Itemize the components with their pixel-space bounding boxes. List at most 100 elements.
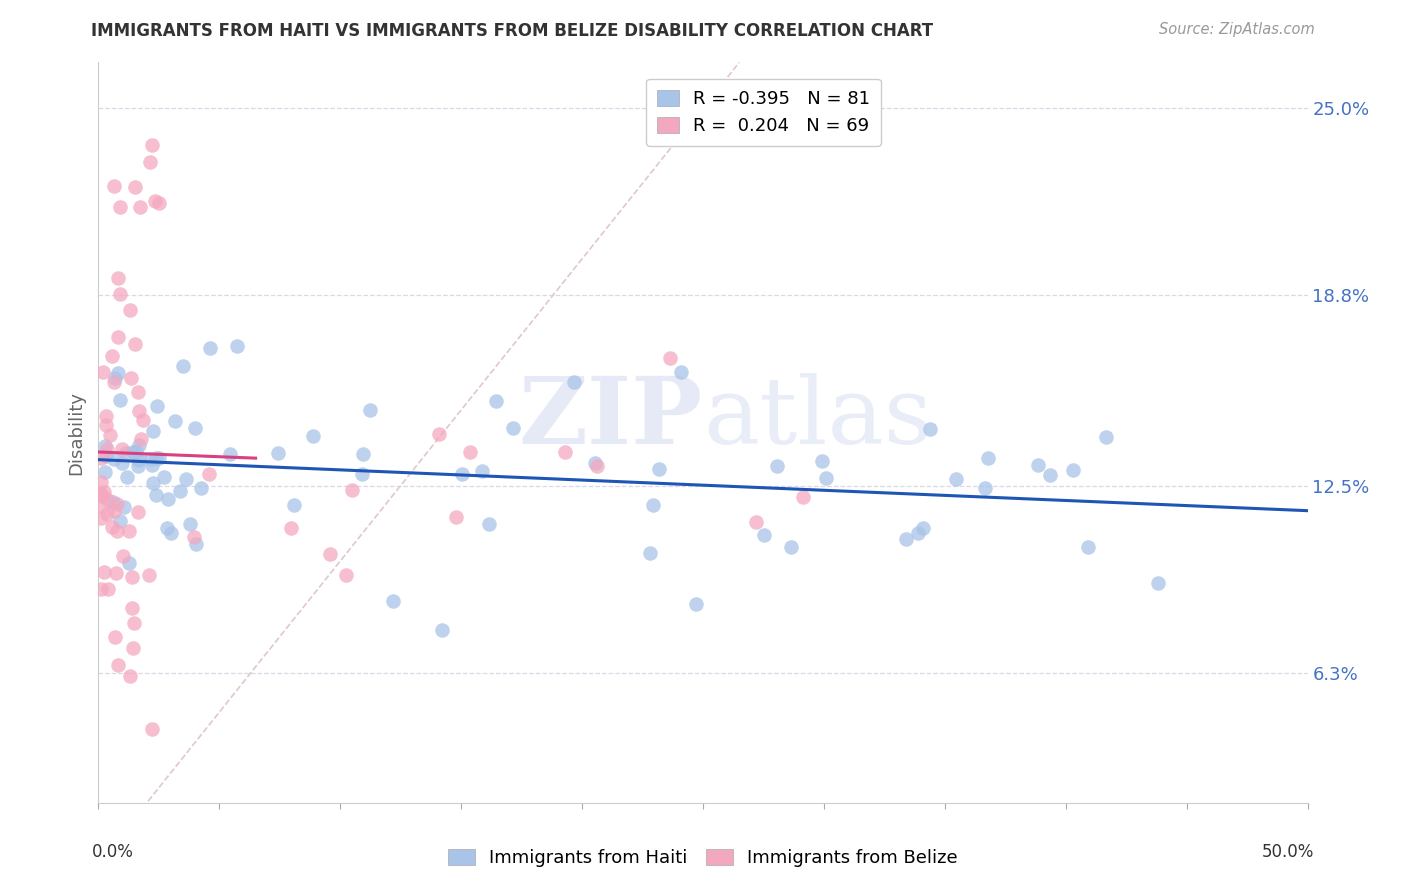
Point <box>179 516 201 531</box>
Point <box>141 458 163 473</box>
Point <box>485 393 508 408</box>
Point <box>658 351 681 366</box>
Point <box>169 484 191 499</box>
Text: 0.0%: 0.0% <box>91 843 134 861</box>
Point <box>911 521 934 535</box>
Point <box>142 424 165 438</box>
Point <box>458 445 481 459</box>
Point <box>104 371 127 385</box>
Point <box>98 428 121 442</box>
Point <box>108 287 131 301</box>
Point <box>90 499 112 513</box>
Point <box>159 525 181 540</box>
Point <box>1094 430 1116 444</box>
Point <box>1062 463 1084 477</box>
Point <box>108 392 131 407</box>
Point <box>352 467 374 481</box>
Point <box>94 465 117 479</box>
Point <box>359 402 381 417</box>
Point <box>225 339 247 353</box>
Point <box>685 597 707 611</box>
Point <box>127 505 149 519</box>
Legend: Immigrants from Haiti, Immigrants from Belize: Immigrants from Haiti, Immigrants from B… <box>440 841 966 874</box>
Point <box>115 470 138 484</box>
Point <box>108 200 131 214</box>
Point <box>648 461 671 475</box>
Point <box>752 527 775 541</box>
Point <box>112 500 135 514</box>
Y-axis label: Disability: Disability <box>67 391 86 475</box>
Point <box>471 465 494 479</box>
Point <box>301 428 323 442</box>
Point <box>184 536 207 550</box>
Point <box>107 330 129 344</box>
Point <box>127 453 149 467</box>
Point <box>148 450 170 465</box>
Point <box>111 456 134 470</box>
Point <box>129 452 152 467</box>
Point <box>105 566 128 580</box>
Point <box>141 723 163 737</box>
Point <box>127 385 149 400</box>
Point <box>129 432 152 446</box>
Point <box>198 467 221 481</box>
Point <box>118 524 141 539</box>
Point <box>554 445 576 459</box>
Point <box>141 138 163 153</box>
Point <box>583 456 606 470</box>
Point <box>107 271 129 285</box>
Point <box>93 485 115 500</box>
Point <box>430 624 453 638</box>
Point <box>121 640 143 655</box>
Point <box>94 409 117 423</box>
Point <box>129 200 152 214</box>
Point <box>977 451 1000 466</box>
Point <box>172 359 194 373</box>
Point <box>145 450 167 465</box>
Point <box>139 452 162 467</box>
Point <box>907 526 929 541</box>
Point <box>1026 458 1049 473</box>
Point <box>132 412 155 426</box>
Point <box>780 540 803 554</box>
Point <box>163 414 186 428</box>
Point <box>638 546 661 560</box>
Point <box>669 365 692 379</box>
Text: 50.0%: 50.0% <box>1263 843 1315 861</box>
Text: atlas: atlas <box>703 373 932 463</box>
Point <box>90 511 112 525</box>
Point <box>91 365 114 379</box>
Point <box>120 371 142 385</box>
Point <box>111 442 134 457</box>
Point <box>792 490 814 504</box>
Point <box>586 459 609 474</box>
Point <box>451 467 474 481</box>
Point <box>502 420 524 434</box>
Text: Source: ZipAtlas.com: Source: ZipAtlas.com <box>1159 22 1315 37</box>
Text: IMMIGRANTS FROM HAITI VS IMMIGRANTS FROM BELIZE DISABILITY CORRELATION CHART: IMMIGRANTS FROM HAITI VS IMMIGRANTS FROM… <box>91 22 934 40</box>
Point <box>90 450 112 465</box>
Point <box>124 180 146 194</box>
Point <box>105 497 128 511</box>
Point <box>90 487 112 501</box>
Point <box>94 439 117 453</box>
Point <box>107 367 129 381</box>
Point <box>153 470 176 484</box>
Point <box>97 582 120 596</box>
Point <box>198 341 221 355</box>
Point <box>766 459 789 474</box>
Point <box>280 521 302 535</box>
Point <box>174 472 197 486</box>
Point <box>920 422 942 436</box>
Point <box>118 556 141 570</box>
Text: ZIP: ZIP <box>519 373 703 463</box>
Point <box>108 515 131 529</box>
Point <box>122 616 145 631</box>
Point <box>97 493 120 508</box>
Point <box>562 376 585 390</box>
Point <box>382 593 405 607</box>
Point <box>335 568 357 582</box>
Point <box>811 453 834 467</box>
Point <box>340 483 363 498</box>
Point <box>127 458 149 473</box>
